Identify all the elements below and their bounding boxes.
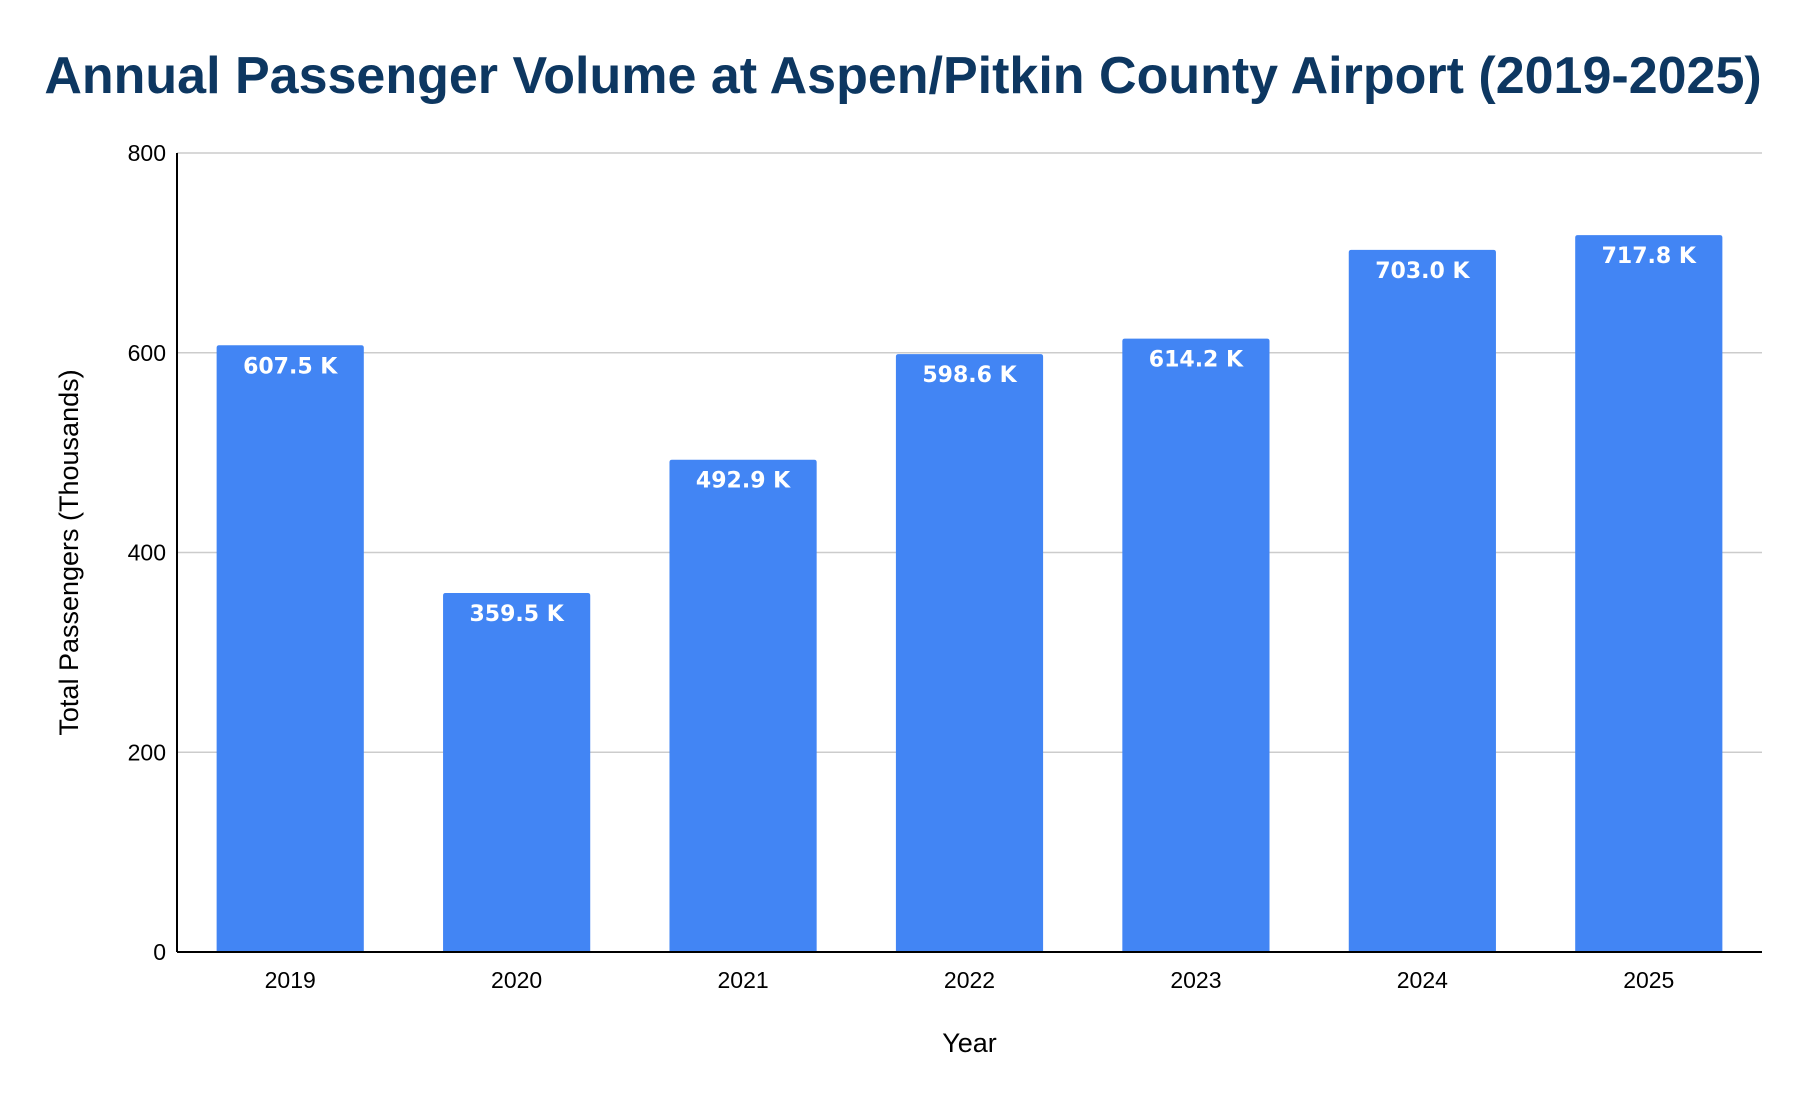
y-tick-label: 0 — [153, 939, 166, 965]
x-tick-label-2022: 2022 — [944, 967, 995, 993]
y-tick-label: 600 — [128, 340, 166, 366]
bar-2023 — [1122, 338, 1270, 952]
x-tick-label-2021: 2021 — [717, 967, 768, 993]
data-label-2019: 607.5 K — [243, 354, 338, 379]
y-tick-label: 200 — [128, 739, 166, 765]
data-labels: 607.5 K 359.5 K 492.9 K 598.6 K 614.2 K 703.0… — [243, 244, 1697, 627]
x-tick-label-2025: 2025 — [1623, 967, 1674, 993]
data-label-2021: 492.9 K — [696, 469, 791, 494]
bar-2021 — [669, 459, 817, 952]
data-label-2022: 598.6 K — [922, 363, 1017, 388]
x-tick-label-2019: 2019 — [265, 967, 316, 993]
data-label-2020: 359.5 K — [469, 602, 564, 627]
data-label-2025: 717.8 K — [1602, 244, 1697, 269]
x-axis-tick-labels: 2019 2020 2021 2022 2023 2024 2025 — [265, 967, 1675, 993]
bar-2025 — [1575, 235, 1723, 953]
y-axis-tick-labels: 0 200 400 600 800 — [128, 140, 166, 965]
y-tick-label: 800 — [128, 140, 166, 166]
bar-2022 — [895, 354, 1044, 952]
bar-2020 — [443, 592, 591, 952]
y-tick-label: 400 — [128, 540, 166, 566]
bar-2019 — [216, 345, 364, 952]
chart-title: Annual Passenger Volume at Aspen/Pitkin … — [44, 47, 1761, 105]
x-tick-label-2024: 2024 — [1397, 967, 1448, 993]
bars — [216, 235, 1723, 953]
x-tick-label-2023: 2023 — [1170, 967, 1221, 993]
x-axis-title: Year — [942, 1028, 997, 1058]
data-label-2023: 614.2 K — [1149, 348, 1244, 373]
bar-2024 — [1348, 249, 1496, 952]
x-tick-label-2020: 2020 — [491, 967, 542, 993]
data-label-2024: 703.0 K — [1375, 259, 1470, 284]
y-axis-title: Total Passengers (Thousands) — [54, 369, 84, 735]
